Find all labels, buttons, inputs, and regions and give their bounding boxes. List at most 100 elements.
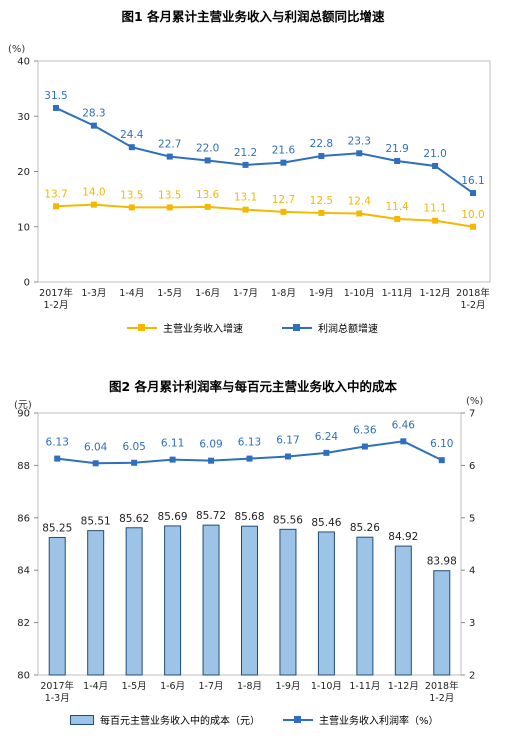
chart1-title: 图1 各月累计主营业务收入与利润总额同比增速 <box>121 9 385 24</box>
chart1-y-tick-label: 40 <box>17 57 30 68</box>
chart1-series-line-0 <box>55 203 474 228</box>
chart2-right-tick-label: 4 <box>469 566 475 577</box>
chart1-data-label-1: 21.0 <box>423 148 446 160</box>
chart2-bar <box>87 530 105 676</box>
chart2-left-tick-label: 84 <box>17 566 30 577</box>
chart1-x-tick-label: 1-9月 <box>309 288 334 299</box>
chart1-legend-profit-label: 利润总额增速 <box>318 324 378 335</box>
chart2-legend-cost-label: 每百元主营业务收入中的成本（元） <box>100 716 260 727</box>
chart1-x-tick-label: 2017年 1-2月 <box>39 287 73 311</box>
chart2-right-tick-label: 5 <box>469 513 475 524</box>
chart1-data-label-0: 13.5 <box>120 189 143 201</box>
chart2-left-tick-label: 82 <box>17 618 30 629</box>
chart1-point-1 <box>470 190 476 197</box>
chart2-margin-point <box>361 443 368 450</box>
chart1-plot-frame <box>37 60 491 283</box>
chart2-legend-cost: 每百元主营业务收入中的成本（元） <box>70 712 260 727</box>
chart2-margin-point <box>92 460 99 467</box>
chart1-y-unit: (%) <box>8 44 26 55</box>
chart1-y-tick-label: 20 <box>17 167 30 178</box>
chart2-margin-point <box>246 455 253 462</box>
chart1-data-label-0: 14.0 <box>82 187 105 199</box>
chart1-data-label-0: 13.7 <box>44 188 67 200</box>
chart2-x-tick-label: 1-10月 <box>311 681 342 692</box>
chart2-x-tick-label: 1-7月 <box>199 681 224 692</box>
chart2-margin-label: 6.36 <box>353 425 377 437</box>
chart1-data-label-1: 28.3 <box>82 108 105 120</box>
chart2-bar <box>202 524 220 676</box>
chart1-data-label-0: 11.1 <box>423 203 446 215</box>
chart1-x-tick-label: 1-12月 <box>420 288 451 299</box>
chart2-bar-label: 85.69 <box>158 511 188 523</box>
chart2-margin-point <box>400 438 407 445</box>
chart2-x-tick-label: 1-12月 <box>388 681 419 692</box>
chart1-point-0 <box>394 216 401 223</box>
chart1-point-1 <box>356 150 363 157</box>
chart1-data-label-1: 21.6 <box>272 145 296 157</box>
chart1-x-tick-label: 1-7月 <box>233 288 258 299</box>
chart2-left-tick-label: 86 <box>17 513 30 524</box>
chart1-y-tick-label: 0 <box>24 278 30 289</box>
chart2-margin-point <box>208 457 215 464</box>
chart1-point-1 <box>166 153 173 160</box>
chart1-x-tick-label: 1-10月 <box>344 288 375 299</box>
chart2-bar-label: 83.98 <box>427 556 457 568</box>
chart1-point-0 <box>90 201 97 208</box>
chart1-data-label-0: 12.5 <box>310 195 333 207</box>
chart2-margin-point <box>284 453 291 460</box>
chart2-bar <box>356 536 374 676</box>
chart1-legend-income-swatch <box>127 323 157 331</box>
chart1-data-label-1: 23.3 <box>348 135 371 147</box>
chart1-data-label-1: 22.0 <box>196 142 219 154</box>
chart1-data-label-0: 13.5 <box>158 189 181 201</box>
chart1-data-label-0: 11.4 <box>385 201 409 213</box>
chart1-data-label-1: 21.2 <box>234 147 257 159</box>
chart2-margin-label: 6.46 <box>392 419 416 431</box>
chart2-margin-label: 6.10 <box>430 438 453 450</box>
chart1-x-tick-label: 1-11月 <box>382 288 413 299</box>
chart1-point-0 <box>166 204 173 211</box>
chart1-data-label-1: 21.9 <box>385 143 408 155</box>
chart1-point-1 <box>394 158 401 165</box>
chart1-series-line-1 <box>55 107 474 194</box>
chart2-x-tick-label: 2018年 1-2月 <box>425 680 459 704</box>
chart1-x-tick-label: 1-8月 <box>271 288 296 299</box>
chart1-point-1 <box>242 161 249 168</box>
chart1-point-1 <box>432 162 439 169</box>
chart1-point-0 <box>432 217 439 224</box>
chart1-point-1 <box>318 153 325 160</box>
chart2-margin-point <box>438 457 445 464</box>
chart2-bar <box>125 527 143 676</box>
chart2-bar <box>317 531 335 676</box>
chart1-data-label-1: 24.4 <box>120 129 144 141</box>
chart1-legend-profit-swatch <box>282 323 312 331</box>
chart2-bar <box>433 570 451 676</box>
chart2-bar <box>164 525 182 676</box>
chart2-margin-label: 6.13 <box>46 437 69 449</box>
chart2-x-tick-label: 1-11月 <box>349 681 380 692</box>
chart2-margin-point <box>131 459 138 466</box>
chart2-right-unit: (%) <box>466 396 484 407</box>
chart1-data-label-1: 31.5 <box>44 90 67 102</box>
chart2-plot: 80 82 84 86 88 90 2 3 4 5 6 7 2017年 1-3月 1-4月 1-5月 1-6月 1… <box>17 409 475 705</box>
chart2-bar <box>48 536 66 676</box>
chart1-point-0 <box>470 223 476 230</box>
chart1-data-label-0: 12.4 <box>348 195 372 207</box>
chart1-point-1 <box>53 104 59 111</box>
chart1-data-label-1: 16.1 <box>461 175 484 187</box>
chart1-data-label-0: 10.0 <box>461 209 484 221</box>
chart2-bar-label: 85.26 <box>350 522 380 534</box>
chart2-margin-point <box>169 456 176 463</box>
chart1-x-tick-label: 1-3月 <box>81 288 106 299</box>
chart2-legend-margin-label: 主营业务收入利润率（%） <box>319 716 439 727</box>
chart1-point-1 <box>204 157 211 164</box>
chart2-x-tick-label: 1-4月 <box>83 681 108 692</box>
chart2-margin-label: 6.13 <box>238 437 261 449</box>
chart1-point-0 <box>242 206 249 213</box>
chart1-point-0 <box>128 204 135 211</box>
chart1-point-0 <box>356 210 363 217</box>
chart2-bar <box>394 545 412 676</box>
chart2-bar-label: 85.68 <box>234 511 264 523</box>
chart2-x-tick-label: 2017年 1-3月 <box>40 680 74 704</box>
chart2-legend-cost-swatch <box>70 714 94 725</box>
